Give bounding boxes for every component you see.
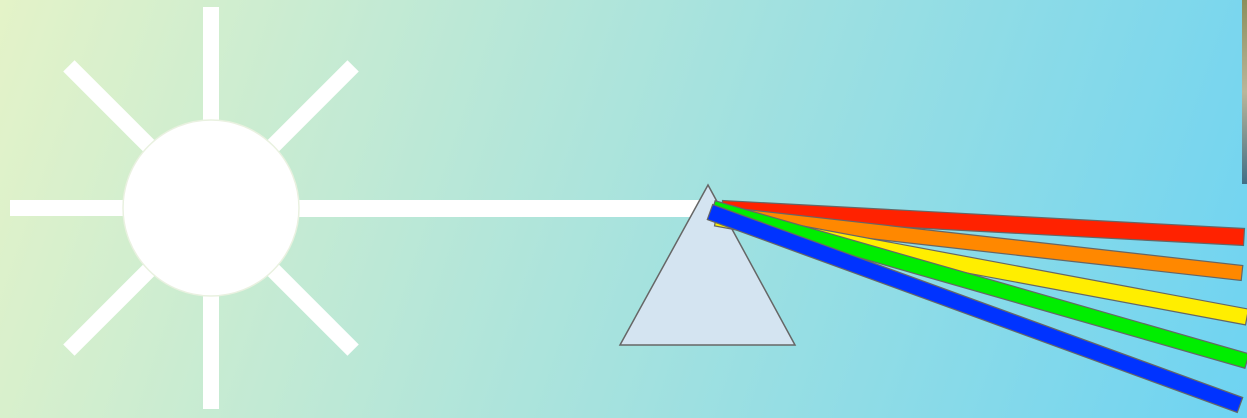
sun-ray: [266, 60, 359, 153]
sun-icon: [122, 119, 300, 297]
photo-thumbnail-edge: [1242, 0, 1247, 184]
sun-ray: [203, 7, 219, 122]
sun-ray: [63, 60, 156, 153]
sun-ray: [203, 294, 219, 409]
sun-rays: [10, 7, 412, 409]
sun-ray: [10, 200, 125, 216]
sun-ray: [63, 263, 156, 356]
white-light-beam: [298, 200, 703, 217]
sun-ray: [266, 263, 359, 356]
spectrum-bands: [706, 199, 1247, 414]
prism-icon: [618, 183, 797, 346]
spectrum-band-blue: [706, 203, 1244, 414]
